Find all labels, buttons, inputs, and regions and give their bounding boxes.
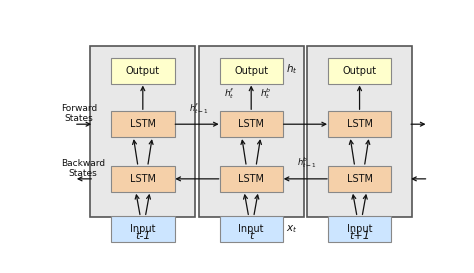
FancyBboxPatch shape [91, 46, 195, 217]
Text: Output: Output [343, 66, 377, 76]
Text: $\mathbf{\it{x}}_t$: $\mathbf{\it{x}}_t$ [285, 223, 297, 235]
Text: t-1: t-1 [135, 231, 151, 241]
Text: $\mathbf{\it{h}}^f_{t-1}$: $\mathbf{\it{h}}^f_{t-1}$ [189, 101, 209, 116]
Text: LSTM: LSTM [130, 119, 156, 129]
Text: $\mathbf{\it{h}}_t$: $\mathbf{\it{h}}_t$ [285, 63, 297, 76]
FancyBboxPatch shape [328, 166, 391, 192]
Text: $\mathbf{\it{h}}^b_{t-1}$: $\mathbf{\it{h}}^b_{t-1}$ [297, 156, 317, 170]
Text: Backward
States: Backward States [61, 159, 105, 178]
FancyBboxPatch shape [328, 58, 391, 84]
FancyBboxPatch shape [111, 58, 174, 84]
Text: t+1: t+1 [349, 231, 370, 241]
Text: Input: Input [130, 224, 155, 234]
FancyBboxPatch shape [328, 111, 391, 137]
FancyBboxPatch shape [199, 46, 303, 217]
FancyBboxPatch shape [111, 166, 174, 192]
Text: LSTM: LSTM [130, 174, 156, 184]
FancyBboxPatch shape [219, 111, 283, 137]
FancyBboxPatch shape [111, 111, 174, 137]
FancyBboxPatch shape [219, 166, 283, 192]
Text: LSTM: LSTM [238, 174, 264, 184]
Text: LSTM: LSTM [346, 174, 373, 184]
FancyBboxPatch shape [307, 46, 412, 217]
Text: $\mathbf{\it{h}}^f_t$: $\mathbf{\it{h}}^f_t$ [224, 86, 235, 101]
Text: $\mathbf{\it{h}}^b_t$: $\mathbf{\it{h}}^b_t$ [260, 86, 271, 101]
FancyBboxPatch shape [219, 58, 283, 84]
FancyBboxPatch shape [111, 216, 174, 242]
FancyBboxPatch shape [219, 216, 283, 242]
FancyBboxPatch shape [328, 216, 391, 242]
Text: LSTM: LSTM [238, 119, 264, 129]
Text: Input: Input [347, 224, 372, 234]
Text: Forward
States: Forward States [61, 104, 97, 123]
Text: t: t [249, 231, 254, 241]
Text: Output: Output [126, 66, 160, 76]
Text: Input: Input [238, 224, 264, 234]
Text: Output: Output [234, 66, 268, 76]
Text: LSTM: LSTM [346, 119, 373, 129]
